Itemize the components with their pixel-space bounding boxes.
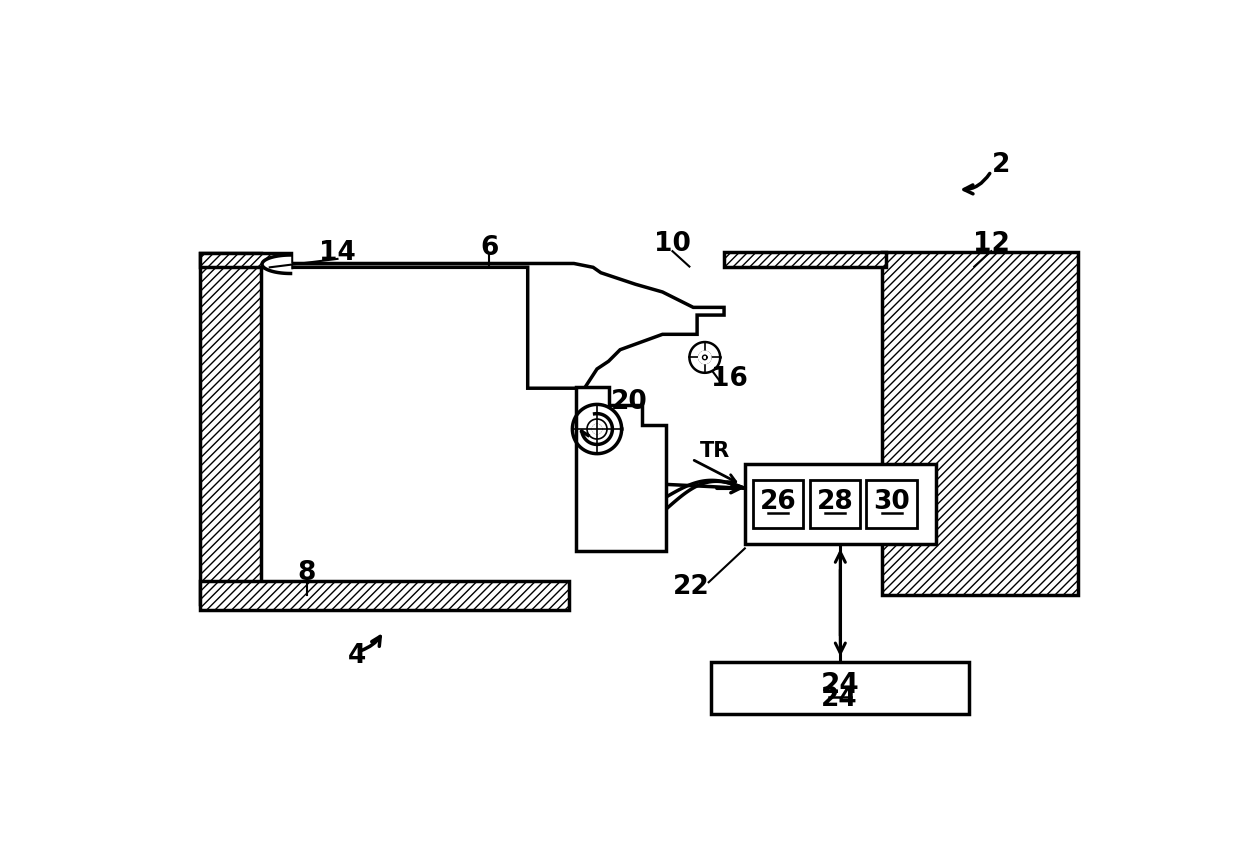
Text: 12: 12 — [973, 232, 1009, 257]
Text: 16: 16 — [711, 366, 748, 392]
Text: 30: 30 — [873, 489, 910, 515]
Text: 22: 22 — [673, 574, 711, 600]
Bar — [201, 253, 260, 604]
Polygon shape — [262, 263, 724, 388]
Text: TR: TR — [699, 442, 729, 461]
Polygon shape — [577, 387, 666, 551]
Polygon shape — [593, 424, 601, 434]
Text: 28: 28 — [817, 489, 853, 515]
Bar — [745, 464, 936, 544]
Text: 8: 8 — [298, 560, 316, 586]
Text: 14: 14 — [319, 240, 356, 266]
Bar — [882, 252, 1079, 595]
Bar — [201, 253, 291, 267]
Bar — [810, 480, 861, 528]
Text: 20: 20 — [611, 389, 647, 415]
Text: 6: 6 — [480, 235, 498, 261]
Text: 10: 10 — [653, 232, 691, 257]
Bar — [724, 252, 885, 267]
Text: 4: 4 — [347, 643, 366, 669]
Text: 24: 24 — [821, 685, 858, 711]
Bar — [201, 580, 568, 610]
Text: 24: 24 — [821, 672, 859, 699]
Text: 2: 2 — [992, 152, 1011, 178]
Bar — [753, 480, 804, 528]
Bar — [711, 661, 968, 714]
Text: 26: 26 — [760, 489, 796, 515]
Polygon shape — [689, 342, 720, 373]
Polygon shape — [698, 351, 711, 363]
Bar — [867, 480, 918, 528]
Polygon shape — [262, 255, 290, 274]
